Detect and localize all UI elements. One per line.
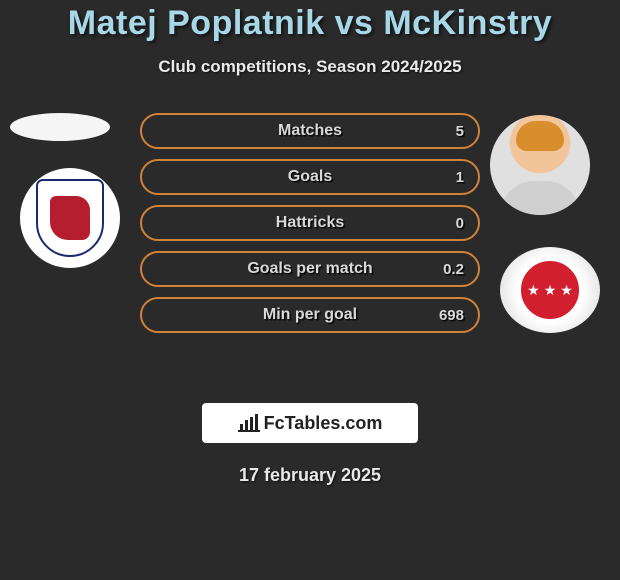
stat-label: Goals per match [247, 260, 372, 278]
stat-value-right: 0.2 [443, 261, 464, 278]
stat-label: Matches [278, 122, 342, 140]
stat-row-min-per-goal: Min per goal 698 [140, 297, 480, 333]
stat-row-goals-per-match: Goals per match 0.2 [140, 251, 480, 287]
left-club-shield [36, 179, 104, 257]
main-area: Matches 5 Goals 1 Hattricks 0 Goals per … [0, 113, 620, 393]
stat-label: Min per goal [263, 306, 357, 324]
stats-column: Matches 5 Goals 1 Hattricks 0 Goals per … [140, 113, 480, 343]
star-icon: ★ [560, 282, 573, 299]
stat-row-goals: Goals 1 [140, 159, 480, 195]
brand-text: FcTables.com [264, 413, 383, 434]
comparison-card: Matej Poplatnik vs McKinstry Club compet… [0, 0, 620, 486]
stat-value-right: 0 [456, 215, 464, 232]
left-player-avatar [10, 113, 110, 141]
stat-value-right: 698 [439, 307, 464, 324]
lion-icon [50, 196, 90, 240]
right-player-club-badge: ★ ★ ★ [500, 247, 600, 333]
stat-label: Hattricks [276, 214, 344, 232]
stat-row-hattricks: Hattricks 0 [140, 205, 480, 241]
date-label: 17 february 2025 [0, 465, 620, 486]
page-subtitle: Club competitions, Season 2024/2025 [0, 57, 620, 77]
page-title: Matej Poplatnik vs McKinstry [0, 4, 620, 43]
stat-row-matches: Matches 5 [140, 113, 480, 149]
stat-value-right: 1 [456, 169, 464, 186]
star-icon: ★ [527, 282, 540, 299]
star-icon: ★ [544, 282, 557, 299]
brand-badge: FcTables.com [202, 403, 418, 443]
right-player-avatar [490, 115, 590, 215]
stat-label: Goals [288, 168, 332, 186]
left-player-club-badge [20, 168, 120, 268]
stat-value-right: 5 [456, 123, 464, 140]
bar-chart-icon [238, 414, 260, 432]
right-club-inner: ★ ★ ★ [517, 257, 583, 323]
